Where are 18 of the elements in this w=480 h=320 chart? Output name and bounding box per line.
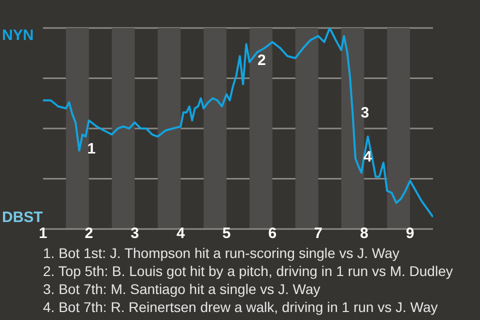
- x-tick-label: 4: [176, 225, 186, 242]
- annotation: 1: [87, 140, 96, 158]
- x-tick-label: 5: [222, 225, 231, 242]
- x-tick-label: 9: [406, 225, 414, 242]
- x-tick-label: 2: [84, 225, 94, 242]
- text: NYN: [2, 27, 34, 45]
- x-tick-label: 8: [360, 225, 368, 242]
- x-tick-label: 3: [130, 225, 139, 242]
- annotation: 2: [257, 52, 266, 70]
- text: 2. Top 5th: B. Louis got hit by a pitch, driving in 1 run vs M. Dudley: [43, 262, 453, 280]
- x-tick-label: 1: [38, 225, 48, 242]
- annotation: 3: [360, 104, 370, 122]
- x-tick-label: 6: [268, 225, 277, 242]
- x-tick-label: 7: [314, 225, 322, 242]
- text: 1. Bot 1st: J. Thompson hit a run-scoring single vs J. Way: [43, 244, 400, 262]
- text: DBST: [2, 209, 43, 227]
- text: 4. Bot 7th: R. Reinertsen drew a walk, driving in 1 run vs J. Way: [43, 298, 439, 316]
- text: 3. Bot 7th: M. Santiago hit a single vs J. Way: [43, 280, 322, 298]
